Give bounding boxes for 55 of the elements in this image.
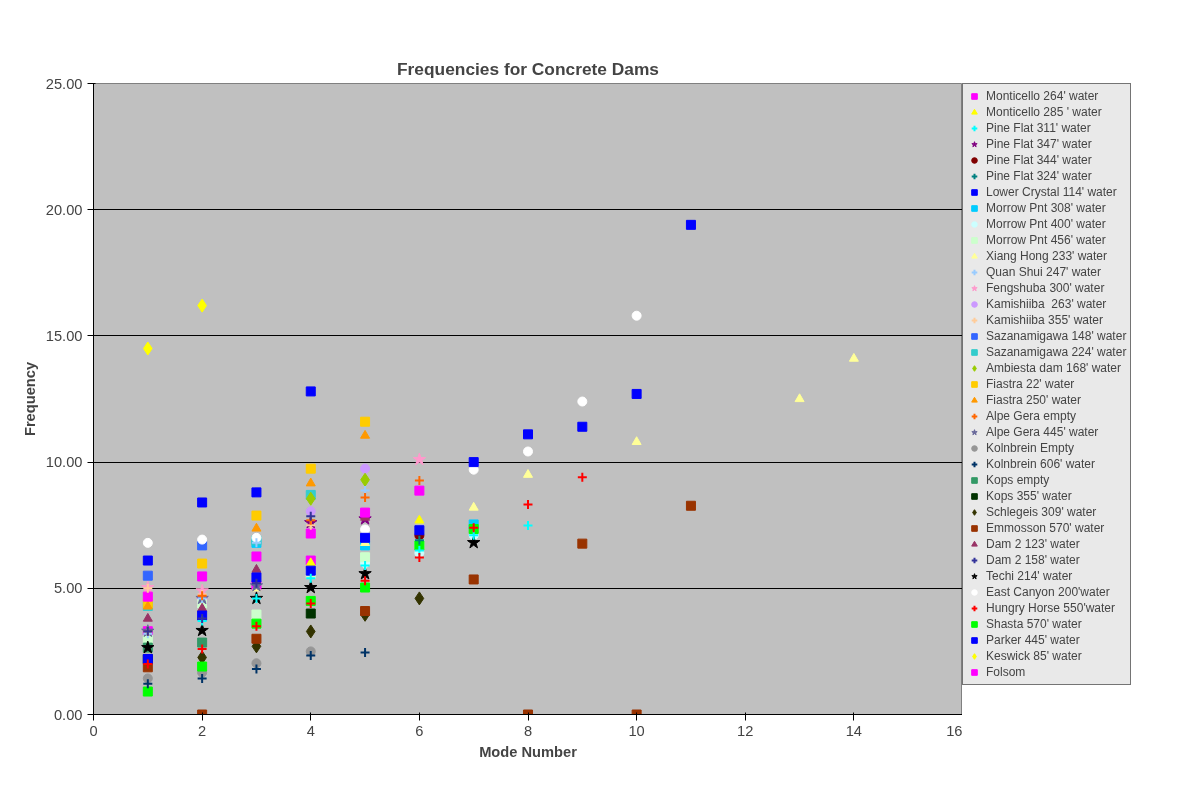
legend-label: Kamishiiba 355' water [986, 312, 1104, 328]
legend-label: Hungry Horse 550'water [986, 600, 1116, 616]
chart-title: Frequencies for Concrete Dams [397, 58, 659, 79]
legend-label: Folsom [986, 664, 1026, 680]
legend-label: Kamishiiba 263' water [986, 296, 1107, 312]
x-tick-label: 8 [523, 722, 533, 739]
legend-label: Xiang Hong 233' water [986, 248, 1108, 264]
legend-label: Alpe Gera empty [986, 408, 1077, 424]
x-tick-label: 16 [946, 722, 963, 739]
legend-label: Keswick 85' water [986, 648, 1082, 664]
legend-label: Quan Shui 247' water [986, 264, 1102, 280]
x-tick-label: 2 [198, 722, 207, 739]
legend-label: Shasta 570' water [986, 616, 1082, 632]
legend-label: Kolnbrein 606' water [986, 456, 1096, 472]
legend-label: Monticello 285 ' water [986, 104, 1102, 120]
legend-label: Emmosson 570' water [986, 520, 1105, 536]
legend-label: Dam 2 123' water [986, 536, 1080, 552]
x-axis-title: Mode Number [479, 743, 578, 760]
x-tick-label: 14 [845, 722, 863, 739]
legend-label: Pine Flat 344' water [986, 152, 1092, 168]
legend-label: Fiastra 250' water [986, 392, 1081, 408]
legend-label: Dam 2 158' water [986, 552, 1080, 568]
y-tick-label: 15.00 [45, 327, 83, 344]
legend-label: Fengshuba 300' water [986, 280, 1105, 296]
x-tick-label: 0 [89, 722, 98, 739]
legend-label: Alpe Gera 445' water [986, 424, 1099, 440]
legend-label: Pine Flat 324' water [986, 168, 1092, 184]
legend-label: Techi 214' water [986, 568, 1073, 584]
y-tick-label: 10.00 [45, 454, 83, 471]
legend-label: Morrow Pnt 400' water [986, 216, 1106, 232]
y-tick-label: 25.00 [45, 75, 83, 92]
legend-label: Fiastra 22' water [986, 376, 1075, 392]
x-tick-label: 10 [628, 722, 645, 739]
legend-label: Parker 445' water [986, 632, 1080, 648]
legend-label: Kops 355' water [986, 488, 1072, 504]
legend-label: Sazanamigawa 224' water [986, 344, 1127, 360]
legend-label: East Canyon 200'water [986, 584, 1110, 600]
legend-label: Kops empty [986, 472, 1050, 488]
legend-label: Morrow Pnt 456' water [986, 232, 1106, 248]
legend-label: Pine Flat 311' water [986, 120, 1091, 136]
legend-label: Kolnbrein Empty [986, 440, 1075, 456]
legend-label: Monticello 264' water [986, 88, 1099, 104]
y-tick-label: 20.00 [45, 201, 83, 218]
legend-label: Lower Crystal 114' water [986, 184, 1117, 200]
legend-label: Pine Flat 347' water [986, 136, 1092, 152]
legend-label: Morrow Pnt 308' water [986, 200, 1106, 216]
y-tick-label: 0.00 [53, 706, 83, 723]
legend-label: Sazanamigawa 148' water [986, 328, 1127, 344]
y-tick-label: 5.00 [53, 580, 83, 597]
legend-label: Schlegeis 309' water [986, 504, 1097, 520]
x-tick-label: 6 [415, 722, 424, 739]
y-axis-title: Frequency [21, 361, 38, 437]
legend-label: Ambiesta dam 168' water [986, 360, 1122, 376]
x-tick-label: 4 [306, 722, 315, 739]
x-tick-label: 12 [737, 722, 754, 739]
